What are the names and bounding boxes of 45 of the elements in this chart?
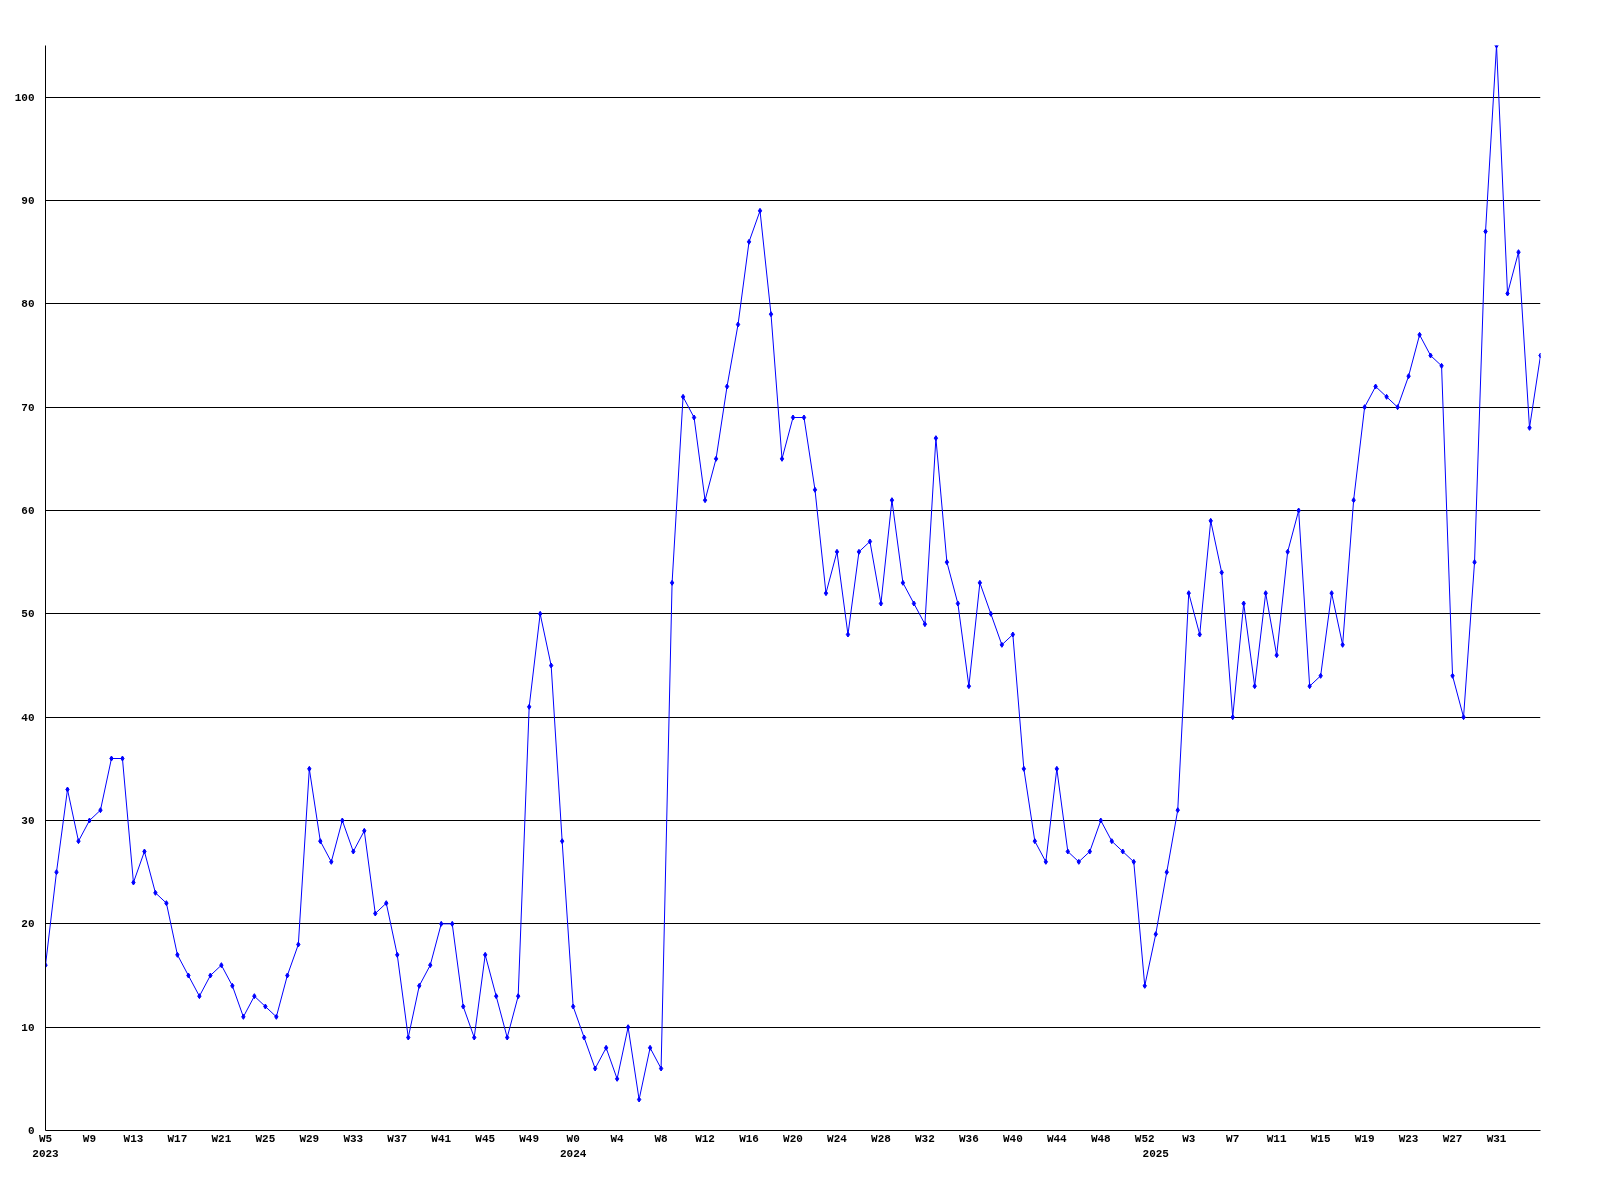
x-tick-label: W32: [915, 1132, 935, 1145]
x-tick-label: 2025: [1142, 1147, 1170, 1160]
x-tick-label: W48: [1090, 1132, 1112, 1145]
x-tick-label: W8: [654, 1132, 669, 1145]
x-tick-label: W4: [610, 1132, 625, 1145]
x-tick-label: W13: [123, 1132, 144, 1145]
x-tick-label: W33: [343, 1132, 364, 1145]
x-tick-label: W12: [695, 1132, 715, 1145]
y-tick-label: 90: [21, 195, 35, 207]
x-tick-label: W3: [1182, 1132, 1196, 1145]
y-tick-label: 10: [21, 1021, 35, 1034]
y-tick-label: 60: [21, 505, 35, 517]
y-tick-label: 70: [21, 401, 35, 414]
y-tick-label: 0: [27, 1125, 35, 1137]
x-tick-label: W9: [82, 1132, 97, 1145]
x-tick-label: W11: [1266, 1132, 1287, 1145]
y-tick-label: 40: [21, 711, 35, 724]
x-tick-label: W49: [519, 1132, 540, 1145]
y-tick-label: 100: [14, 91, 35, 104]
x-tick-label: W36: [958, 1132, 979, 1145]
x-tick-label: W21: [211, 1132, 232, 1145]
y-tick-label: 80: [21, 298, 35, 311]
x-tick-label: W41: [431, 1132, 452, 1145]
x-tick-label: W29: [299, 1132, 320, 1145]
x-tick-label: W27: [1442, 1132, 1463, 1145]
x-tick-label: W7: [1226, 1132, 1240, 1145]
y-tick-label: 20: [21, 918, 35, 931]
category-label: W0 2024: [559, 1132, 587, 1160]
x-tick-label: W37: [387, 1132, 408, 1145]
x-tick-label: W17: [167, 1132, 188, 1145]
x-tick-label: W24: [827, 1132, 848, 1145]
x-tick-label: W44: [1046, 1132, 1068, 1145]
x-tick-label: W15: [1310, 1132, 1331, 1145]
x-tick-label: W52: [1134, 1132, 1155, 1145]
x-tick-label: W23: [1398, 1132, 1419, 1145]
x-tick-label: W45: [475, 1132, 496, 1145]
y-tick-label: 50: [21, 608, 35, 621]
x-tick-label: W20: [783, 1132, 803, 1145]
x-tick-label: W31: [1486, 1132, 1507, 1145]
x-tick-label: W25: [255, 1132, 276, 1145]
x-tick-label: W16: [739, 1132, 759, 1145]
x-tick-label: W19: [1354, 1132, 1375, 1145]
x-tick-label: W28: [871, 1132, 892, 1145]
x-tick-label: W40: [1002, 1132, 1023, 1145]
y-tick-label: 30: [21, 815, 35, 827]
